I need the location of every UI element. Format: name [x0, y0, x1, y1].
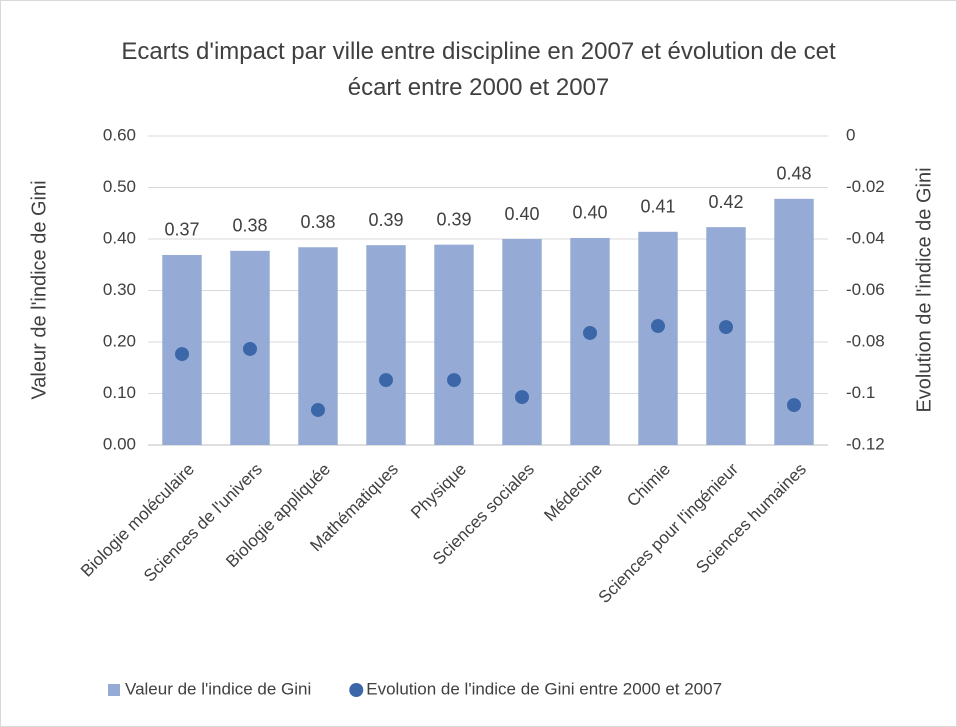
data-label: 0.38 — [232, 216, 267, 236]
dot — [719, 320, 733, 335]
data-label: 0.37 — [164, 220, 199, 240]
legend-swatch — [349, 683, 364, 697]
dot — [311, 402, 325, 417]
bar — [366, 245, 406, 445]
y-tick-label: 0.30 — [103, 280, 136, 299]
y2-tick-label: -0.04 — [846, 228, 885, 247]
dot — [787, 398, 801, 413]
data-label: 0.40 — [572, 203, 607, 223]
dot — [379, 373, 393, 388]
dot — [651, 319, 665, 334]
y-tick-label: 0.00 — [103, 434, 136, 453]
y2-tick-label: -0.12 — [846, 434, 885, 453]
bar — [434, 244, 474, 445]
data-label: 0.48 — [776, 164, 811, 184]
bar — [502, 239, 542, 445]
y-tick-label: 0.60 — [103, 125, 136, 144]
y2-tick-label: -0.08 — [846, 331, 885, 350]
y-tick-label: 0.10 — [103, 383, 136, 402]
legend-swatch — [108, 684, 120, 696]
data-label: 0.41 — [640, 197, 675, 217]
y2-tick-label: -0.06 — [846, 280, 885, 299]
y-tick-label: 0.50 — [103, 177, 136, 196]
legend-label: Valeur de l'indice de Gini — [125, 679, 311, 698]
bar — [570, 237, 610, 445]
y-axis-title: Valeur de l'indice de Gini — [28, 180, 50, 399]
data-label: 0.40 — [504, 204, 539, 224]
dot — [583, 325, 597, 340]
bar — [638, 231, 678, 445]
dot — [515, 390, 529, 405]
chart-title: Ecarts d'impact par ville entre discipli… — [121, 38, 836, 101]
dot — [447, 373, 461, 388]
y2-tick-label: -0.1 — [846, 383, 875, 402]
legend-label: Evolution de l'indice de Gini entre 2000… — [366, 679, 722, 698]
dot — [175, 347, 189, 362]
data-label: 0.39 — [436, 209, 471, 229]
bar — [706, 227, 746, 445]
y2-tick-label: -0.02 — [846, 177, 885, 196]
data-label: 0.39 — [368, 210, 403, 230]
y2-axis-title: Evolution de l'indice de Gini — [913, 167, 935, 412]
dot — [243, 341, 257, 356]
data-label: 0.42 — [708, 192, 743, 212]
y-tick-label: 0.40 — [103, 228, 136, 247]
data-label: 0.38 — [300, 212, 335, 232]
y-tick-label: 0.20 — [103, 331, 136, 350]
y2-tick-label: 0 — [846, 125, 855, 144]
